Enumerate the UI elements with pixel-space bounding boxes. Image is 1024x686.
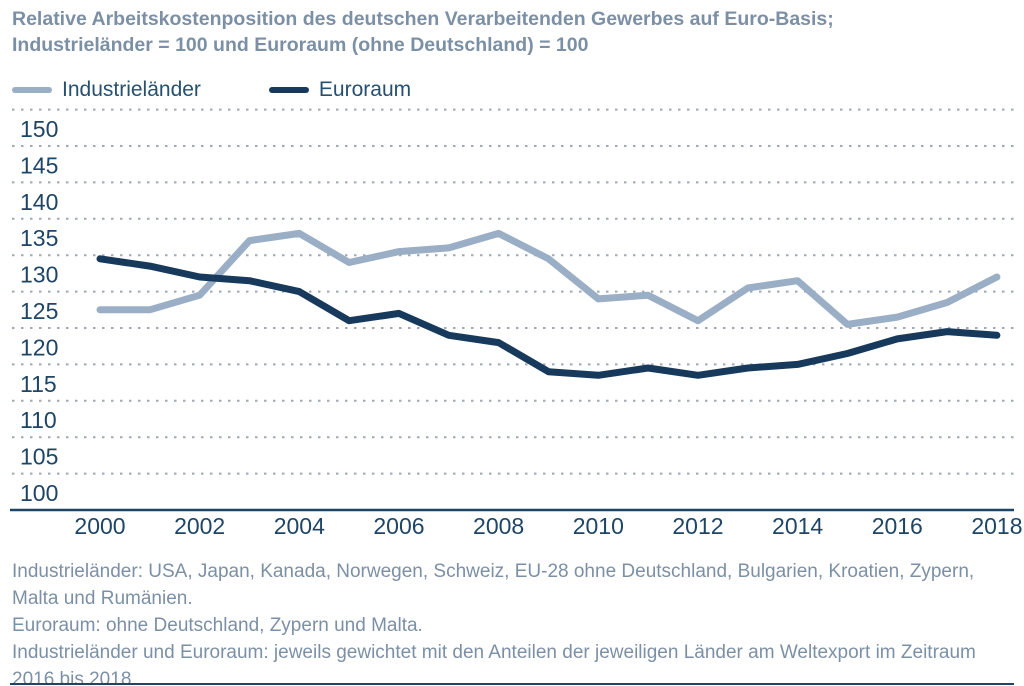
legend-item-industrielaender: Industrieländer	[12, 78, 201, 102]
x-tick-2016: 2016	[872, 513, 923, 539]
y-tick-115: 115	[20, 371, 57, 397]
chart-title-line1: Relative Arbeitskostenposition des deuts…	[12, 8, 834, 30]
x-tick-2000: 2000	[74, 513, 125, 539]
footnote-euroraum: Euroraum: ohne Deutschland, Zypern und M…	[12, 615, 423, 636]
y-tick-130: 130	[20, 262, 58, 288]
chart-legend: Industrieländer Euroraum	[12, 78, 411, 102]
chart-title-line2: Industrieländer = 100 und Euroraum (ohne…	[12, 34, 589, 56]
legend-swatch-euroraum-icon	[268, 86, 309, 94]
y-tick-140: 140	[20, 189, 58, 215]
y-tick-120: 120	[20, 334, 58, 360]
legend-label-industrielaender: Industrieländer	[62, 78, 201, 101]
chart-footnotes: Industrieländer: USA, Japan, Kanada, Nor…	[12, 558, 1015, 686]
footnote-weighting: Industrieländer und Euroraum: jeweils ge…	[12, 642, 976, 686]
y-tick-100: 100	[20, 480, 58, 506]
x-tick-2006: 2006	[373, 513, 424, 539]
legend-swatch-industrielaender-icon	[12, 86, 52, 94]
chart-title: Relative Arbeitskostenposition des deuts…	[12, 6, 1002, 58]
y-tick-125: 125	[20, 298, 58, 324]
x-tick-2010: 2010	[573, 513, 624, 539]
x-tick-2014: 2014	[772, 513, 823, 539]
legend-item-euroraum: Euroraum	[268, 78, 412, 102]
x-tick-2012: 2012	[672, 513, 723, 539]
series-line-industrielnder	[96, 229, 1001, 328]
x-tick-2018: 2018	[971, 513, 1022, 539]
x-tick-2008: 2008	[473, 513, 524, 539]
y-tick-135: 135	[20, 225, 58, 251]
y-tick-145: 145	[20, 152, 58, 178]
y-tick-105: 105	[20, 444, 58, 470]
series-line-euroraum	[96, 255, 1001, 379]
x-tick-2002: 2002	[174, 513, 225, 539]
bottom-border	[10, 683, 1014, 685]
y-tick-110: 110	[20, 407, 57, 433]
x-tick-2004: 2004	[274, 513, 325, 539]
footnote-industrielaender: Industrieländer: USA, Japan, Kanada, Nor…	[12, 561, 975, 609]
legend-label-euroraum: Euroraum	[318, 78, 412, 101]
y-tick-150: 150	[20, 116, 58, 142]
